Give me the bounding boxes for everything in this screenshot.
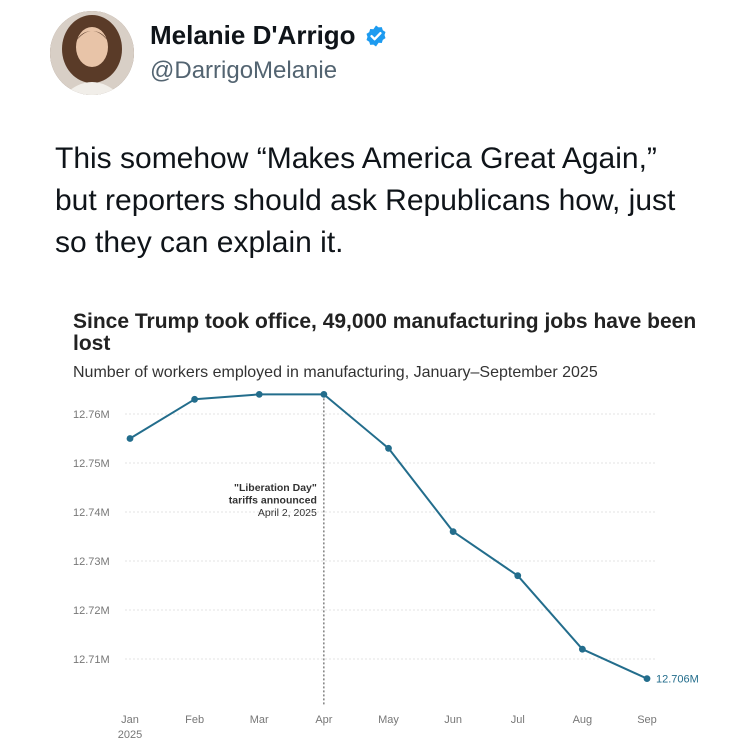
data-point — [643, 675, 651, 682]
x-axis-ticks: Jan 2025 Feb Mar Apr May Jun Jul Aug Sep — [118, 714, 657, 741]
x-tick-label: Jan — [121, 714, 139, 726]
x-tick-label: Apr — [315, 714, 332, 726]
tweet-text-line: but reporters should ask Republicans how… — [55, 184, 676, 217]
data-point — [255, 391, 263, 398]
end-value-label: 12.706M — [656, 674, 699, 686]
annotation-label: tariffs announced — [229, 495, 317, 507]
x-tick-label: Mar — [250, 714, 269, 726]
x-tick-label: Aug — [573, 714, 593, 726]
y-tick-label: 12.71M — [73, 654, 110, 666]
y-tick-label: 12.76M — [73, 409, 110, 421]
x-tick-label: Feb — [185, 714, 204, 726]
y-tick-label: 12.73M — [73, 556, 110, 568]
tweet-text-line: so they can explain it. — [55, 226, 344, 259]
data-point — [449, 528, 457, 535]
author-name-row: Melanie D'Arrigo — [150, 20, 388, 51]
avatar-image — [50, 11, 134, 95]
data-point — [191, 395, 199, 403]
y-axis-ticks: 12.71M 12.72M 12.73M 12.74M 12.75M 12.76M — [73, 409, 110, 666]
annotation-label: April 2, 2025 — [258, 507, 317, 519]
y-tick-label: 12.72M — [73, 605, 110, 617]
tweet-text: This somehow “Makes America Great Again,… — [55, 138, 715, 264]
x-tick-sublabel: 2025 — [118, 729, 142, 741]
x-tick-label: Jul — [511, 714, 525, 726]
x-tick-label: Jun — [444, 714, 462, 726]
display-name[interactable]: Melanie D'Arrigo — [150, 20, 356, 50]
y-tick-label: 12.74M — [73, 507, 110, 519]
avatar[interactable] — [50, 11, 134, 95]
y-tick-label: 12.75M — [73, 458, 110, 470]
data-point — [126, 435, 134, 442]
series-line — [129, 393, 648, 680]
data-point — [514, 572, 522, 580]
verified-badge-icon — [366, 25, 386, 46]
chart-subtitle: Number of workers employed in manufactur… — [73, 364, 598, 381]
series-line-group — [129, 393, 648, 680]
data-point — [578, 645, 586, 653]
data-point — [385, 444, 392, 452]
tweet-text-line: This somehow “Makes America Great Again,… — [55, 142, 657, 175]
user-handle[interactable]: @DarrigoMelanie — [150, 57, 338, 84]
data-point — [320, 391, 328, 398]
annotation-label: "Liberation Day" — [234, 482, 317, 494]
data-points: 12.706M — [126, 391, 699, 686]
grid-lines — [125, 413, 657, 660]
chart-title: Since Trump took office, 49,000 manufact… — [73, 310, 697, 355]
x-tick-label: May — [378, 714, 399, 726]
x-tick-label: Sep — [637, 714, 657, 726]
